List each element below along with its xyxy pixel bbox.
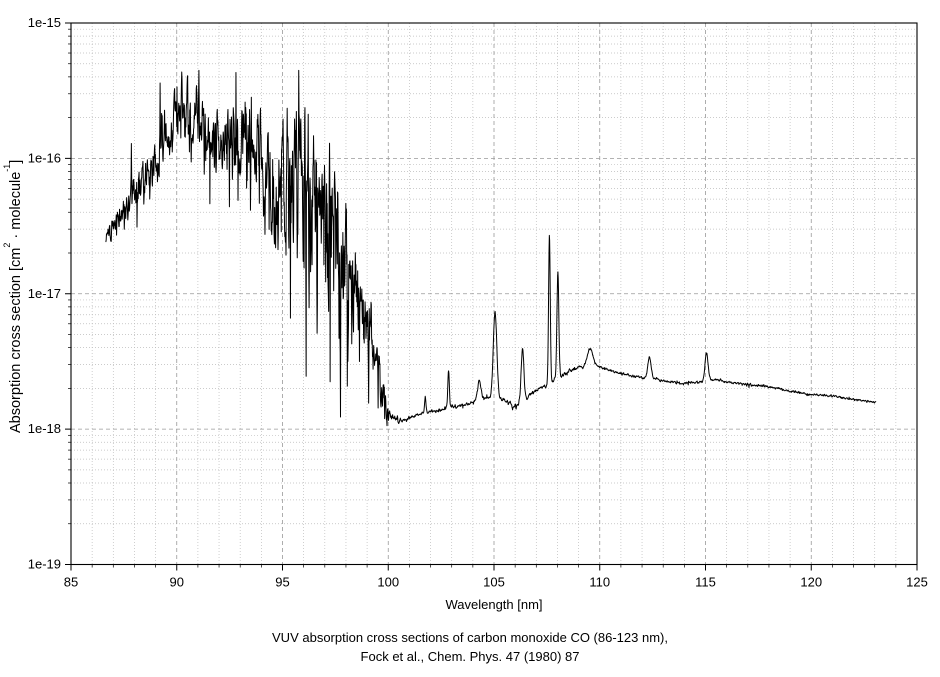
svg-text:120: 120 (800, 575, 822, 590)
svg-text:1e-17: 1e-17 (28, 286, 61, 301)
svg-text:90: 90 (170, 575, 184, 590)
svg-text:110: 110 (589, 575, 610, 590)
svg-text:100: 100 (377, 575, 399, 590)
svg-text:95: 95 (275, 575, 289, 590)
svg-text:1e-16: 1e-16 (28, 150, 61, 165)
svg-text:125: 125 (906, 575, 928, 590)
svg-text:1e-15: 1e-15 (28, 15, 61, 30)
svg-text:1e-18: 1e-18 (28, 421, 61, 436)
svg-text:115: 115 (695, 575, 716, 590)
svg-text:1e-19: 1e-19 (28, 557, 61, 572)
svg-text:85: 85 (64, 575, 78, 590)
svg-text:105: 105 (483, 575, 505, 590)
